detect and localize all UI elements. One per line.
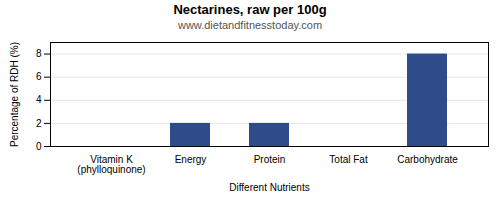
svg-text:Percentage of RDH (%): Percentage of RDH (%): [9, 42, 20, 147]
svg-text:4: 4: [36, 94, 42, 105]
svg-text:Different Nutrients: Different Nutrients: [229, 182, 309, 193]
svg-text:0: 0: [36, 141, 42, 152]
svg-text:Protein: Protein: [254, 154, 286, 165]
svg-text:6: 6: [36, 71, 42, 82]
svg-text:Vitamin K(phylloquinone): Vitamin K(phylloquinone): [77, 154, 145, 175]
html-text:Nectarines, raw per 100g: Nectarines, raw per 100g: [173, 2, 327, 17]
svg-text:Total Fat: Total Fat: [329, 154, 368, 165]
html-text:www.dietandfitnesstoday.com: www.dietandfitnesstoday.com: [178, 19, 322, 31]
svg-text:Energy: Energy: [175, 154, 207, 165]
svg-text:Carbohydrate: Carbohydrate: [397, 154, 458, 165]
svg-text:8: 8: [36, 48, 42, 59]
svg-text:2: 2: [36, 118, 42, 129]
